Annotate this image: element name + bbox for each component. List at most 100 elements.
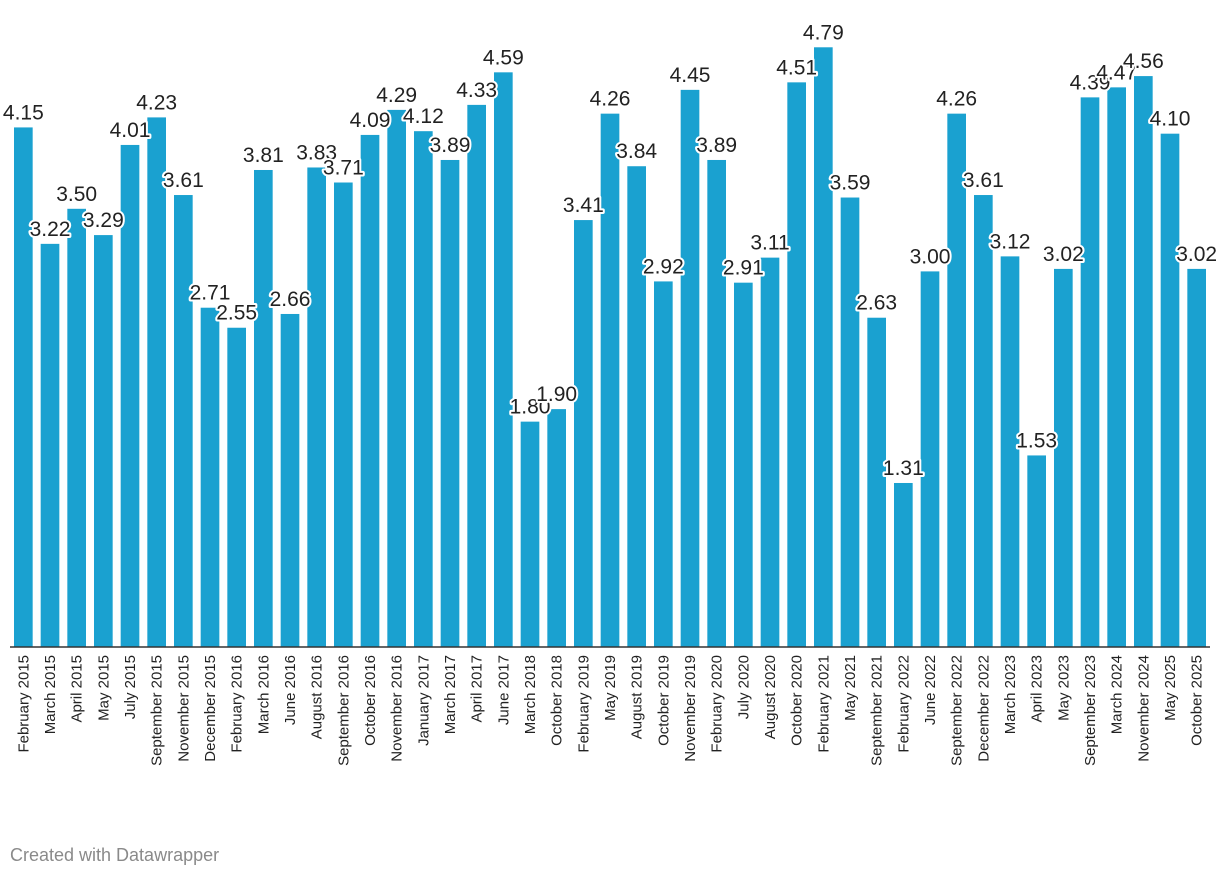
x-tick-label: November 2015	[175, 655, 192, 762]
bar-value-label: 3.83	[296, 141, 337, 164]
x-tick-label: May 2021	[842, 655, 859, 721]
bar	[894, 482, 913, 647]
bar	[1187, 268, 1206, 647]
x-tick-label: October 2018	[549, 655, 566, 746]
x-tick-label: August 2020	[762, 655, 779, 739]
bar-value-label: 3.22	[30, 218, 71, 241]
x-tick-label: February 2021	[815, 655, 832, 753]
bar-value-label: 4.09	[350, 109, 391, 132]
bar-value-label: 3.89	[430, 134, 471, 157]
bar-value-label: 4.33	[456, 79, 497, 102]
x-tick-label: March 2017	[442, 655, 459, 734]
x-tick-label: July 2020	[735, 655, 752, 719]
bar-chart: 4.15 3.22 3.50 3.29 4.01 4.23 3.61 2.712.55 3.81…	[1, 19, 1219, 766]
x-tick-label: June 2017	[495, 655, 512, 725]
x-tick-label: October 2025	[1189, 655, 1206, 746]
bar	[734, 282, 753, 647]
x-tick-label: May 2015	[95, 655, 112, 721]
bar	[627, 166, 646, 648]
x-tick-label: September 2023	[1082, 655, 1099, 766]
bar	[1107, 87, 1126, 648]
x-tick-label: May 2025	[1162, 655, 1179, 721]
bar-value-label: 4.26	[590, 88, 631, 111]
x-tick-label: February 2016	[229, 655, 246, 753]
x-tick-label: April 2015	[69, 655, 86, 723]
bar	[440, 159, 460, 647]
x-tick-label: October 2016	[362, 655, 379, 746]
bar-value-label: 3.71	[323, 157, 364, 180]
bar	[360, 134, 380, 647]
bar-value-label: 4.59	[483, 46, 524, 69]
bar-value-label: 4.47	[1096, 61, 1137, 84]
bar-value-label: 2.55	[216, 302, 257, 325]
bar	[867, 317, 886, 647]
bar-value-label: 4.45	[670, 64, 711, 87]
bar-value-label: 3.81	[243, 144, 284, 167]
x-tick-label: February 2020	[709, 655, 726, 753]
bar	[14, 127, 33, 648]
bar	[120, 144, 140, 647]
bar-value-label: 3.50	[56, 183, 97, 206]
bar	[200, 307, 220, 647]
bar	[787, 82, 806, 648]
bar	[600, 113, 620, 647]
bar	[1054, 268, 1073, 647]
x-tick-label: September 2022	[949, 655, 966, 766]
bar	[974, 195, 993, 647]
x-tick-label: June 2022	[922, 655, 939, 725]
bar-value-label: 4.39	[1070, 71, 1111, 94]
x-tick-label: February 2015	[15, 655, 32, 753]
x-tick-label: August 2019	[629, 655, 646, 739]
bar-value-label: 3.02	[1043, 243, 1084, 266]
bar	[1160, 133, 1180, 647]
bar-value-label: 4.79	[803, 21, 844, 44]
bar-value-label: 3.41	[563, 194, 604, 217]
bar	[467, 104, 486, 647]
x-tick-label: November 2016	[389, 655, 406, 762]
bar-value-label: 4.23	[136, 91, 177, 114]
bar-value-label: 3.00	[910, 245, 951, 268]
bar	[174, 195, 193, 647]
x-tick-label: May 2023	[1055, 655, 1072, 721]
bar	[1134, 76, 1153, 648]
x-tick-label: July 2015	[122, 655, 139, 719]
x-tick-label: October 2020	[789, 655, 806, 746]
x-tick-label: November 2019	[682, 655, 699, 762]
bar-value-label: 4.26	[936, 88, 977, 111]
bar	[334, 182, 353, 647]
bar-value-label: 4.29	[376, 84, 417, 107]
bar	[494, 72, 513, 647]
bar-value-label: 3.29	[83, 209, 124, 232]
bar	[254, 169, 273, 648]
bar	[67, 208, 86, 648]
bar-value-label: 3.61	[163, 169, 204, 192]
bar	[547, 409, 566, 647]
bar	[1027, 455, 1046, 647]
bar-value-label: 2.92	[643, 255, 684, 278]
x-tick-label: August 2016	[309, 655, 326, 739]
bar-value-label: 1.53	[1016, 429, 1057, 452]
x-tick-label: February 2022	[895, 655, 912, 753]
bar	[227, 327, 246, 647]
value-labels-group: 4.15 3.22 3.50 3.29 4.01 4.23 3.61 2.712.55 3.81…	[1, 19, 1219, 482]
bar	[680, 89, 700, 648]
bar	[840, 197, 860, 647]
bar	[414, 131, 433, 647]
x-tick-label: January 2017	[415, 655, 432, 746]
bar-value-label: 2.91	[723, 257, 764, 280]
bar	[520, 421, 540, 647]
bar-value-label: 3.11	[750, 232, 789, 255]
x-tick-label: September 2015	[149, 655, 166, 766]
x-tick-label: April 2023	[1029, 655, 1046, 723]
bar-value-label: 1.80	[510, 396, 551, 419]
x-tick-label: April 2017	[469, 655, 486, 723]
bar-value-label: 4.51	[776, 56, 817, 79]
bar	[1000, 256, 1020, 647]
x-tick-label: June 2016	[282, 655, 299, 725]
bar	[94, 235, 113, 647]
bar	[1080, 97, 1100, 648]
x-tick-label: March 2018	[522, 655, 539, 734]
x-tick-label: September 2016	[335, 655, 352, 766]
bar	[387, 109, 406, 647]
bar	[147, 117, 166, 647]
